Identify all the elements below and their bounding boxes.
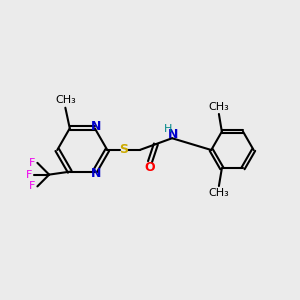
Text: CH₃: CH₃	[208, 188, 229, 197]
Text: S: S	[119, 143, 128, 157]
Text: CH₃: CH₃	[55, 95, 76, 105]
Text: N: N	[91, 120, 101, 134]
Text: H: H	[164, 124, 173, 134]
Text: O: O	[145, 161, 155, 174]
Text: F: F	[29, 182, 35, 191]
Text: N: N	[91, 167, 101, 180]
Text: CH₃: CH₃	[208, 103, 229, 112]
Text: F: F	[29, 158, 35, 168]
Text: F: F	[26, 169, 32, 180]
Text: N: N	[168, 128, 179, 141]
